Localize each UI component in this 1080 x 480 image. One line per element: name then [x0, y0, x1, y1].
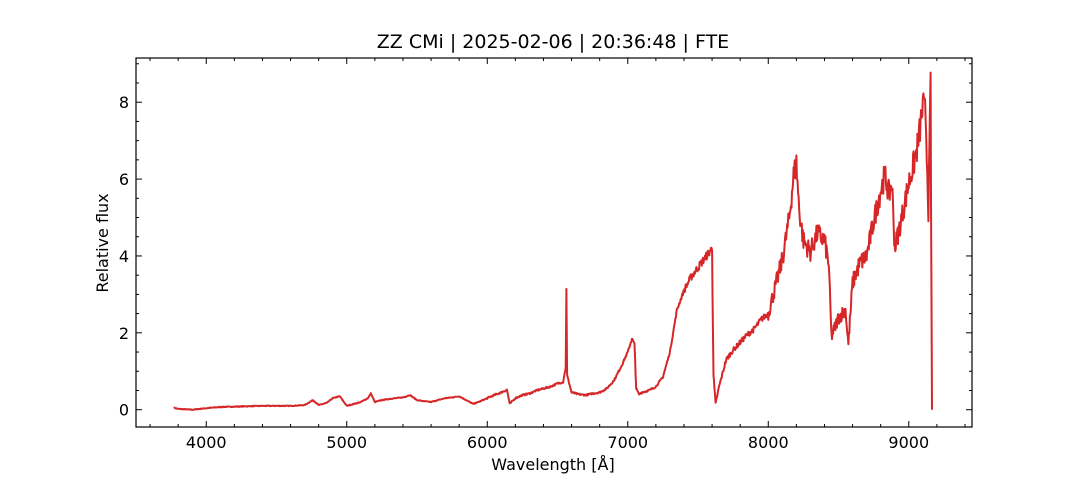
- y-axis-label: Relative flux: [93, 193, 112, 292]
- x-tick-label: 8000: [748, 433, 789, 452]
- y-tick-label: 8: [119, 93, 129, 112]
- x-tick-label: 5000: [326, 433, 367, 452]
- axis-tick-labels: 4000 5000 6000 7000 8000 9000 0 2 4 6 8: [119, 93, 929, 452]
- y-tick-label: 6: [119, 170, 129, 189]
- x-axis-label: Wavelength [Å]: [491, 455, 614, 474]
- chart-title: ZZ CMi | 2025-02-06 | 20:36:48 | FTE: [377, 31, 729, 53]
- x-tick-label: 7000: [607, 433, 648, 452]
- plot-area-frame: [135, 57, 973, 428]
- y-tick-label: 0: [119, 401, 129, 420]
- flux-series-line: [173, 71, 933, 411]
- x-tick-label: 9000: [888, 433, 929, 452]
- axis-ticks: [136, 58, 972, 427]
- y-tick-label: 2: [119, 324, 129, 343]
- x-tick-label: 6000: [467, 433, 508, 452]
- y-tick-label: 4: [119, 247, 129, 266]
- x-tick-label: 4000: [186, 433, 227, 452]
